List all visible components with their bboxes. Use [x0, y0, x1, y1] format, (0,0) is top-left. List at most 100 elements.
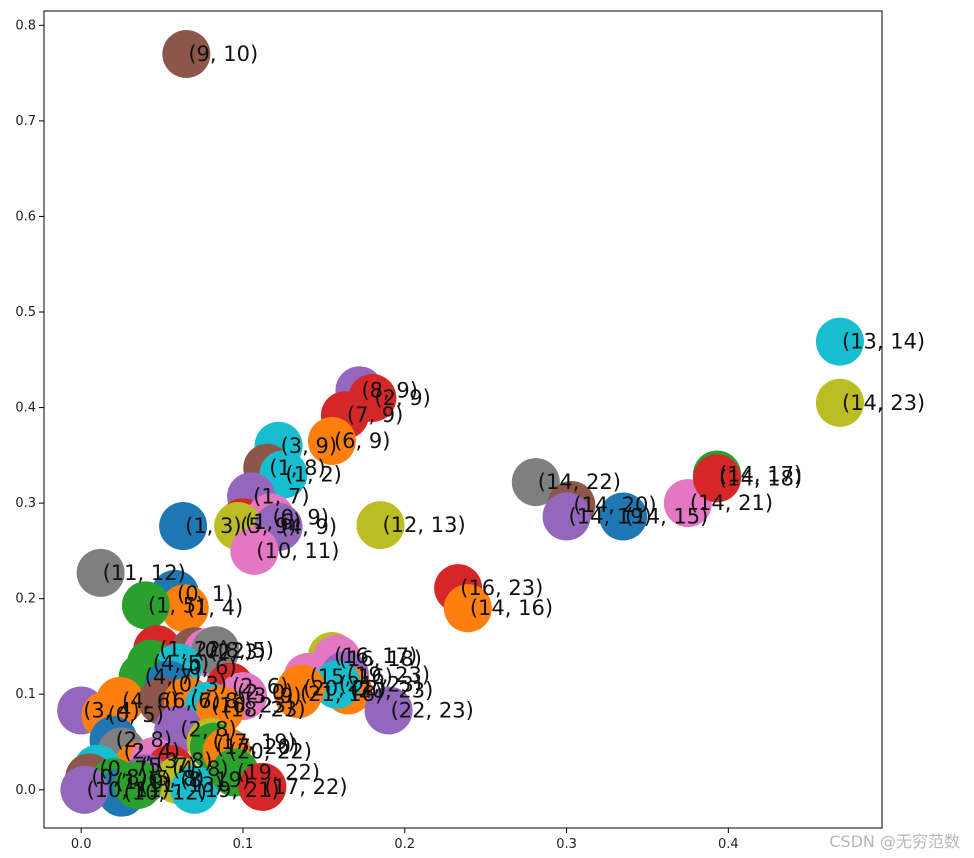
point-label: (2, 8): [116, 728, 172, 752]
point-label: (6, 8): [190, 689, 246, 713]
point-label: (12, 13): [382, 513, 465, 537]
point-label: (8, 9): [361, 378, 417, 402]
y-tick-label: 0.8: [15, 18, 36, 33]
point-label: (17, 22): [264, 775, 347, 799]
point-label: (20, 23): [350, 678, 433, 702]
x-tick-label: 0.0: [71, 837, 92, 852]
point-label: (19, 21): [196, 778, 279, 802]
point-label: (0, 7): [99, 757, 155, 781]
point-label: (1, 8): [269, 456, 325, 480]
y-tick-label: 0.1: [15, 687, 36, 702]
point-label: (4, 6): [122, 689, 178, 713]
scatter-point: [542, 492, 591, 541]
point-label: (5, 9): [240, 514, 296, 538]
scatter-point: [60, 765, 109, 814]
point-label: (10, 11): [256, 539, 339, 563]
point-label: (21, 16): [300, 682, 383, 706]
x-tick-label: 0.2: [394, 837, 415, 852]
scatter-point: [364, 686, 413, 735]
point-label: (14, 18): [719, 466, 802, 490]
point-label: (22, 23): [391, 698, 474, 722]
point-label: (0, 8): [91, 765, 147, 789]
scatter-point: [443, 584, 492, 633]
point-label: (1, 2): [285, 462, 341, 486]
point-label: (2, 6): [232, 675, 288, 699]
point-label: (6, 7): [164, 689, 220, 713]
point-labels-layer: (9, 10) (13, 14) (14, 23) (8, 9)(2, 9)(7, 9…: [83, 42, 925, 805]
scatter-point: [76, 548, 125, 597]
y-tick-label: 0.2: [15, 592, 36, 607]
point-label: (1, 4): [187, 596, 243, 620]
point-label: (20, 22): [229, 740, 312, 764]
point-label: (4, 5): [153, 652, 209, 676]
point-label: (14, 15): [625, 504, 708, 528]
point-label: (14, 17): [719, 462, 802, 486]
point-label: (14, 23): [842, 391, 925, 415]
point-label: (20, 22): [303, 676, 386, 700]
point-label: (0, 6): [180, 655, 236, 679]
point-label: (10, 12): [124, 781, 207, 805]
y-tick-label: 0.7: [15, 114, 36, 129]
point-label: (0, 2): [196, 639, 252, 663]
point-label: (11, 13): [140, 773, 223, 797]
point-label: (5, 7): [140, 754, 196, 778]
point-label: (16, 23): [460, 576, 543, 600]
point-label: (14, 22): [538, 470, 621, 494]
point-label: (0, 5): [107, 703, 163, 727]
point-label: (14, 20): [573, 493, 656, 517]
point-label: (13, 14): [842, 330, 925, 354]
point-label: (1, 3): [185, 514, 241, 538]
y-tick-label: 0.4: [15, 401, 36, 416]
point-label: (2, 0): [237, 680, 293, 704]
scatter-point: [692, 454, 741, 503]
point-label: (14, 16): [470, 596, 553, 620]
point-label: (19, 22): [237, 761, 320, 785]
point-label: (2, 8): [180, 718, 236, 742]
point-label: (8, 19): [180, 768, 250, 792]
point-label: (9, 10): [188, 42, 258, 66]
point-label: (1, 22): [159, 637, 229, 661]
scatter-point: [113, 761, 162, 809]
point-label: (3, 9): [245, 684, 301, 708]
point-label: (1, 5): [148, 593, 204, 617]
points-layer: [57, 30, 864, 817]
x-tick-label: 0.1: [233, 837, 254, 852]
point-label: (21, 23): [339, 673, 422, 697]
point-label: (8, 5): [217, 638, 273, 662]
x-tick-label: 0.3: [556, 837, 577, 852]
point-label: (3, 8): [156, 749, 212, 773]
point-label: (2, 3): [209, 640, 265, 664]
scatter-point: [815, 378, 864, 427]
point-label: (18, 23): [222, 698, 305, 722]
scatter-point: [159, 502, 208, 551]
point-label: (1, 6): [245, 510, 301, 534]
point-label: (15, 16): [310, 665, 393, 689]
point-label: (5, 8): [148, 766, 204, 790]
point-label: (14, 19): [569, 504, 652, 528]
point-label: (4, 7): [145, 665, 201, 689]
scatter-point: [121, 581, 170, 630]
point-label: (10, 11): [86, 778, 169, 802]
watermark: CSDN @无穷范数: [829, 832, 960, 851]
point-label: (3, 4): [83, 698, 139, 722]
x-axis: 0.0 0.1 0.2 0.3 0.4: [71, 828, 739, 852]
scatter-point: [312, 660, 361, 709]
point-label: (11, 12): [103, 561, 186, 585]
scatter-point: [273, 670, 322, 719]
point-label: (1, 9): [116, 770, 172, 794]
x-tick-label: 0.4: [718, 837, 739, 852]
point-label: (17, 19): [213, 730, 296, 754]
scatter-point: [511, 458, 560, 507]
point-label: (3, 9): [281, 434, 337, 458]
point-label: (4, 9): [281, 515, 337, 539]
point-label: (6, 9): [334, 429, 390, 453]
point-label: (14, 21): [690, 491, 773, 515]
point-label: (0, 3): [171, 673, 227, 697]
axes-frame: [43, 10, 883, 829]
point-label: (19, 23): [347, 663, 430, 687]
point-label: (0, 9): [272, 505, 328, 529]
y-tick-label: 0.3: [15, 496, 36, 511]
scatter-point: [191, 626, 240, 675]
scatter-point: [599, 492, 648, 541]
